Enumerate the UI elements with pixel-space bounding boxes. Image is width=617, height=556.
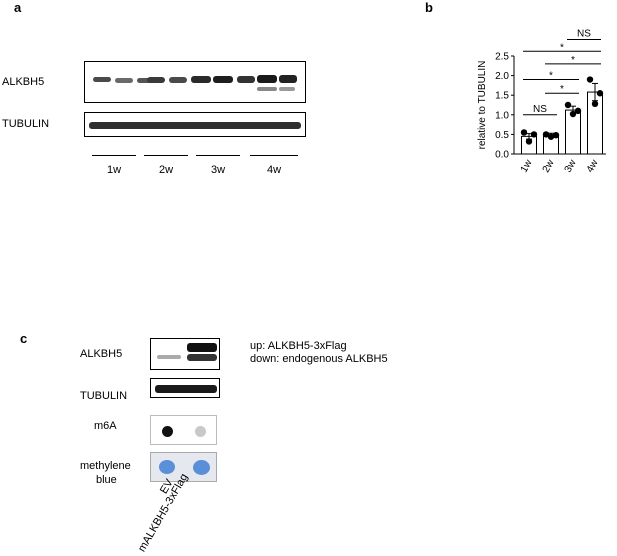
y-tick-label: 2.0 bbox=[495, 71, 509, 82]
c-row-label-blue: blue bbox=[96, 474, 117, 486]
blot-row-label-tubulin: TUBULIN bbox=[2, 118, 50, 130]
panel-a-letter: a bbox=[14, 0, 22, 15]
bar-chart: 0.0 0.5 1.0 1.5 2.0 2.5 relative to TUBULIN 1w 2… bbox=[477, 29, 606, 175]
data-point bbox=[586, 76, 594, 83]
c-alkbh5-blot bbox=[150, 338, 220, 370]
note-down: down: endogenous ALKBH5 bbox=[250, 353, 388, 365]
lane-label-1w: 1w bbox=[106, 164, 122, 176]
lane-label-4w: 4w bbox=[266, 164, 282, 176]
data-point bbox=[520, 129, 528, 136]
c-tubulin-blot bbox=[150, 378, 220, 398]
y-tick-label: 2.5 bbox=[495, 52, 509, 63]
x-tick-label: 2w bbox=[541, 157, 557, 174]
x-tick-label: 1w bbox=[519, 157, 535, 174]
y-tick-label: 1.5 bbox=[495, 91, 509, 102]
data-point bbox=[564, 101, 572, 109]
c-row-label-m6a: m6A bbox=[94, 420, 117, 432]
y-axis-label: relative to TUBULIN bbox=[477, 61, 488, 150]
panel-c-letter: c bbox=[20, 331, 28, 346]
data-point bbox=[574, 107, 582, 115]
methylene-blue-blot bbox=[150, 452, 217, 482]
lane-label-2w: 2w bbox=[158, 164, 174, 176]
data-point bbox=[596, 90, 604, 97]
significance-label: * bbox=[571, 55, 575, 66]
c-row-label-alkbh5: ALKBH5 bbox=[80, 348, 123, 360]
significance-label: * bbox=[549, 71, 553, 82]
data-point bbox=[542, 131, 550, 138]
alkbh5-blot bbox=[84, 61, 306, 103]
tubulin-blot bbox=[84, 112, 306, 137]
blot-row-label-alkbh5: ALKBH5 bbox=[2, 76, 45, 88]
significance-label: NS bbox=[577, 29, 591, 40]
lane-label-3w: 3w bbox=[210, 164, 226, 176]
m6a-dot-blot bbox=[150, 415, 217, 445]
panel-b-letter: b bbox=[425, 0, 433, 15]
data-point bbox=[569, 110, 577, 118]
x-tick-label: 3w bbox=[563, 157, 579, 174]
data-point bbox=[525, 138, 533, 145]
data-point bbox=[552, 131, 560, 139]
significance-label: * bbox=[560, 84, 564, 95]
data-point bbox=[530, 131, 538, 138]
data-point bbox=[591, 100, 599, 108]
c-row-label-methylene: methylene bbox=[80, 460, 131, 472]
data-point bbox=[547, 133, 555, 140]
y-tick-label: 0.0 bbox=[495, 150, 509, 161]
note-up: up: ALKBH5-3xFlag bbox=[250, 340, 347, 352]
c-row-label-tubulin: TUBULIN bbox=[80, 390, 128, 402]
y-tick-label: 0.5 bbox=[495, 130, 509, 141]
significance-label: NS bbox=[533, 104, 547, 115]
significance-label: * bbox=[560, 42, 564, 53]
y-tick-label: 1.0 bbox=[495, 110, 509, 121]
x-tick-label: 4w bbox=[585, 157, 601, 174]
